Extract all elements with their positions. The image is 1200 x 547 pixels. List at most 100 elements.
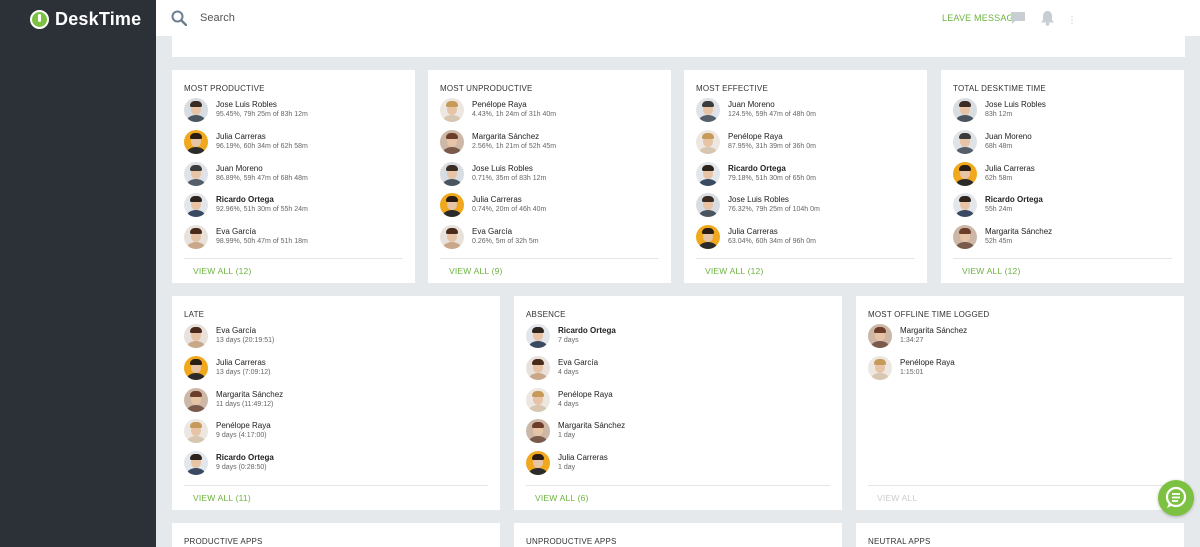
search-input[interactable] bbox=[200, 8, 500, 28]
person-row[interactable]: Jose Luis Robles 95.45%, 79h 25m of 83h 1… bbox=[184, 97, 308, 123]
top-panel bbox=[172, 36, 1185, 57]
person-row[interactable]: Margarita Sánchez 52h 45m bbox=[953, 224, 1052, 250]
person-stat: 63.04%, 60h 34m of 96h 0m bbox=[728, 238, 816, 246]
view-all-link[interactable]: VIEW ALL (12) bbox=[193, 266, 252, 276]
person-info: Julia Carreras 63.04%, 60h 34m of 96h 0m bbox=[728, 227, 816, 247]
person-stat: 68h 48m bbox=[985, 142, 1013, 150]
person-stat: 1:34:27 bbox=[900, 337, 924, 344]
avatar bbox=[696, 129, 720, 154]
unproductive-apps-card: UNPRODUCTIVE APPS bbox=[514, 523, 842, 547]
bell-icon[interactable] bbox=[1040, 10, 1055, 26]
view-all-link[interactable]: VIEW ALL (6) bbox=[535, 493, 589, 503]
person-row[interactable]: Juan Moreno 124.5%, 59h 47m of 48h 0m bbox=[696, 97, 816, 123]
person-info: Eva García 4 days bbox=[558, 358, 598, 378]
person-row[interactable]: Ricardo Ortega 92.96%, 51h 30m of 55h 24m bbox=[184, 192, 308, 218]
leave-message-link[interactable]: LEAVE MESSAGE bbox=[942, 13, 1020, 23]
person-name: Eva García bbox=[558, 357, 599, 367]
person-name: Margarita Sánchez bbox=[472, 131, 540, 141]
person-stat: 52h 45m bbox=[985, 238, 1013, 246]
topbar: LEAVE MESSAGE bbox=[156, 0, 1200, 36]
late-card: LATE Eva García 13 days (20:19:51) Julia C… bbox=[172, 296, 500, 510]
person-row[interactable]: Ricardo Ortega 55h 24m bbox=[953, 192, 1043, 218]
avatar bbox=[440, 193, 464, 218]
person-row[interactable]: Margarita Sánchez 11 days (11:49:12) bbox=[184, 387, 283, 413]
person-row[interactable]: Penélope Raya 4 days bbox=[526, 387, 613, 413]
person-stat: 96.19%, 60h 34m of 62h 58m bbox=[216, 142, 308, 150]
person-name: Jose Luis Robles bbox=[472, 163, 533, 173]
avatar bbox=[184, 161, 208, 186]
view-all-link[interactable]: VIEW ALL (9) bbox=[449, 266, 503, 276]
search-icon[interactable] bbox=[171, 10, 187, 26]
person-info: Jose Luis Robles 83h 12m bbox=[985, 100, 1046, 120]
person-row[interactable]: Julia Carreras 96.19%, 60h 34m of 62h 58m bbox=[184, 129, 308, 155]
app-logo[interactable]: DeskTime bbox=[30, 9, 141, 30]
person-row[interactable]: Julia Carreras 62h 58m bbox=[953, 161, 1035, 187]
card-title: MOST PRODUCTIVE bbox=[184, 84, 265, 93]
person-row[interactable]: Penélope Raya 9 days (4:17:00) bbox=[184, 418, 271, 444]
absence-card: ABSENCE Ricardo Ortega 7 days Eva García 4 … bbox=[514, 296, 842, 510]
person-row[interactable]: Margarita Sánchez 1:34:27 bbox=[868, 323, 967, 349]
more-options-icon[interactable] bbox=[1070, 15, 1074, 25]
app-name: DeskTime bbox=[55, 9, 142, 29]
person-name: Margarita Sánchez bbox=[985, 227, 1053, 237]
person-row[interactable]: Ricardo Ortega 79.18%, 51h 30m of 65h 0m bbox=[696, 161, 816, 187]
person-info: Jose Luis Robles 95.45%, 79h 25m of 83h 1… bbox=[216, 100, 308, 120]
person-row[interactable]: Eva García 0.26%, 5m of 32h 5m bbox=[440, 224, 539, 250]
person-stat: 55h 24m bbox=[985, 206, 1013, 214]
person-info: Juan Moreno 68h 48m bbox=[985, 132, 1032, 152]
person-row[interactable]: Julia Carreras 63.04%, 60h 34m of 96h 0m bbox=[696, 224, 816, 250]
card-footer: VIEW ALL (11) bbox=[184, 485, 488, 510]
person-info: Julia Carreras 0.74%, 20m of 46h 40m bbox=[472, 195, 546, 215]
card-title: PRODUCTIVE APPS bbox=[184, 537, 263, 546]
person-row[interactable]: Julia Carreras 13 days (7:09:12) bbox=[184, 355, 270, 381]
person-name: Penélope Raya bbox=[558, 389, 613, 399]
person-row[interactable]: Juan Moreno 68h 48m bbox=[953, 129, 1032, 155]
card-title: LATE bbox=[184, 310, 205, 319]
avatar bbox=[526, 355, 550, 380]
view-all-link[interactable]: VIEW ALL (12) bbox=[962, 266, 1021, 276]
view-all-link[interactable]: VIEW ALL (11) bbox=[193, 493, 251, 503]
avatar bbox=[440, 129, 464, 154]
avatar bbox=[696, 98, 720, 122]
avatar bbox=[526, 387, 550, 412]
person-row[interactable]: Margarita Sánchez 1 day bbox=[526, 418, 625, 444]
person-row[interactable]: Penélope Raya 4.43%, 1h 24m of 31h 40m bbox=[440, 97, 556, 123]
person-row[interactable]: Eva García 13 days (20:19:51) bbox=[184, 323, 274, 349]
person-row[interactable]: Ricardo Ortega 7 days bbox=[526, 323, 616, 349]
person-row[interactable]: Ricardo Ortega 9 days (0:28:50) bbox=[184, 450, 274, 476]
person-name: Julia Carreras bbox=[985, 163, 1035, 173]
person-row[interactable]: Eva García 98.99%, 50h 47m of 51h 18m bbox=[184, 224, 308, 250]
live-chat-button[interactable] bbox=[1158, 480, 1194, 516]
person-row[interactable]: Penélope Raya 87.95%, 31h 39m of 36h 0m bbox=[696, 129, 816, 155]
person-row[interactable]: Jose Luis Robles 76.32%, 79h 25m of 104h … bbox=[696, 192, 820, 218]
view-all-link[interactable]: VIEW ALL (12) bbox=[705, 266, 764, 276]
person-row[interactable]: Juan Moreno 86.89%, 59h 47m of 68h 48m bbox=[184, 161, 308, 187]
person-stat: 62h 58m bbox=[985, 174, 1013, 182]
person-stat: 79.18%, 51h 30m of 65h 0m bbox=[728, 174, 816, 182]
avatar bbox=[184, 225, 208, 250]
person-info: Julia Carreras 13 days (7:09:12) bbox=[216, 358, 270, 378]
person-row[interactable]: Jose Luis Robles 0.71%, 35m of 83h 12m bbox=[440, 161, 546, 187]
card-footer: VIEW ALL (12) bbox=[696, 258, 915, 283]
person-row[interactable]: Eva García 4 days bbox=[526, 355, 598, 381]
avatar bbox=[184, 451, 208, 476]
most-effective-card: MOST EFFECTIVE Juan Moreno 124.5%, 59h 47… bbox=[684, 70, 927, 283]
person-row[interactable]: Penélope Raya 1:15:01 bbox=[868, 355, 955, 381]
person-stat: 11 days (11:49:12) bbox=[216, 400, 274, 408]
person-row[interactable]: Julia Carreras 0.74%, 20m of 46h 40m bbox=[440, 192, 546, 218]
person-name: Julia Carreras bbox=[728, 227, 778, 237]
person-stat: 92.96%, 51h 30m of 55h 24m bbox=[216, 206, 308, 214]
person-row[interactable]: Jose Luis Robles 83h 12m bbox=[953, 97, 1046, 123]
person-stat: 4 days bbox=[558, 400, 579, 408]
person-stat: 87.95%, 31h 39m of 36h 0m bbox=[728, 142, 816, 150]
person-info: Eva García 98.99%, 50h 47m of 51h 18m bbox=[216, 227, 308, 247]
message-icon[interactable] bbox=[1011, 12, 1025, 24]
card-title: MOST EFFECTIVE bbox=[696, 84, 768, 93]
card-title: NEUTRAL APPS bbox=[868, 537, 931, 546]
person-row[interactable]: Julia Carreras 1 day bbox=[526, 450, 608, 476]
person-name: Jose Luis Robles bbox=[728, 195, 789, 205]
person-row[interactable]: Margarita Sánchez 2.56%, 1h 21m of 52h 45… bbox=[440, 129, 556, 155]
avatar bbox=[440, 98, 464, 122]
person-name: Juan Moreno bbox=[728, 100, 775, 109]
person-stat: 9 days (4:17:00) bbox=[216, 432, 267, 440]
